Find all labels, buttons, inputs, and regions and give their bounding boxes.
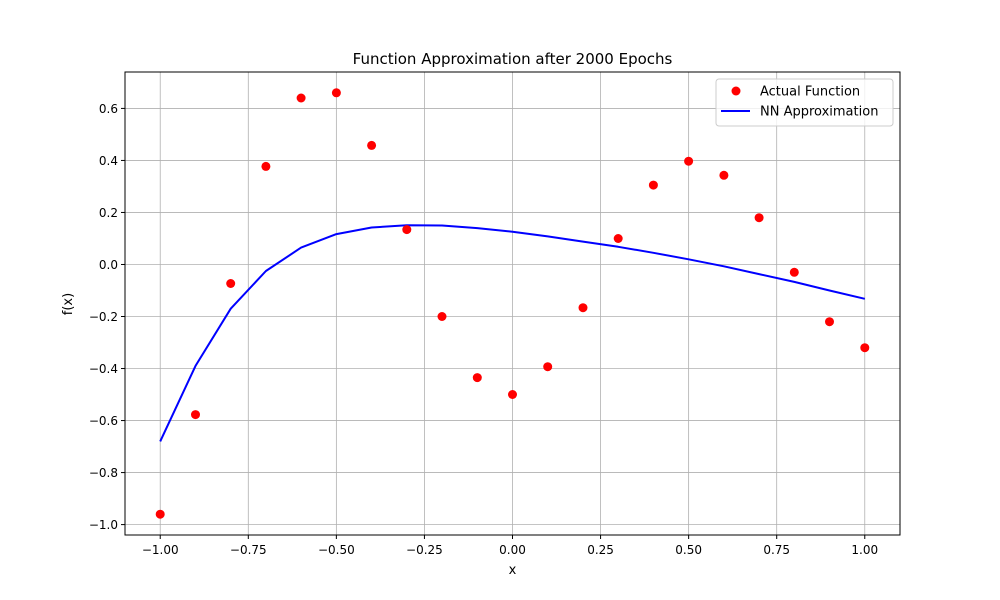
x-tick-label: −0.25 — [406, 543, 443, 557]
grid — [125, 72, 900, 535]
actual-function-point — [719, 170, 729, 180]
actual-function-point — [613, 234, 623, 243]
actual-function-point — [296, 93, 306, 103]
nn-approximation-line — [159, 224, 866, 442]
plot-data — [155, 88, 870, 519]
y-tick-label: −0.4 — [89, 362, 118, 376]
actual-function-point — [543, 362, 553, 372]
legend-label-actual: Actual Function — [760, 85, 860, 100]
actual-function-point — [155, 509, 165, 519]
legend-marker-actual — [731, 86, 741, 96]
actual-function-point — [754, 213, 764, 223]
actual-function-point — [367, 140, 377, 150]
actual-function-point — [578, 303, 588, 313]
legend-box — [715, 78, 894, 127]
actual-function-point — [648, 180, 658, 190]
actual-function-point — [508, 390, 517, 399]
chart-title: Function Approximation after 2000 Epochs — [353, 50, 673, 68]
x-tick-label: 0.50 — [675, 543, 702, 557]
actual-function-point — [437, 312, 447, 321]
actual-function-point — [402, 225, 412, 235]
y-tick-label: 0.0 — [99, 258, 118, 272]
legend: Actual Function NN Approximation — [715, 78, 894, 127]
x-tick-label: 0.00 — [499, 543, 526, 557]
x-tick-label: 0.25 — [587, 543, 614, 557]
y-tick-label: −0.8 — [89, 466, 118, 480]
x-tick-label: 1.00 — [851, 543, 878, 557]
actual-function-point — [191, 410, 200, 420]
y-axis-label: f(x) — [61, 293, 76, 315]
y-tick-label: −0.6 — [89, 414, 118, 428]
actual-function-point — [472, 373, 482, 383]
x-tick-label: −1.00 — [142, 543, 179, 557]
x-tick-label: −0.50 — [318, 543, 355, 557]
actual-function-point — [331, 88, 341, 98]
actual-function-point — [860, 343, 870, 353]
x-axis-label: x — [509, 563, 517, 578]
actual-function-point — [684, 156, 694, 166]
actual-function-point — [226, 279, 236, 288]
x-tick-label: −0.75 — [230, 543, 267, 557]
y-tick-label: −1.0 — [89, 518, 118, 532]
legend-label-nn: NN Approximation — [760, 105, 878, 120]
actual-function-point — [789, 267, 799, 277]
y-tick-label: −0.2 — [89, 310, 118, 324]
y-tick-label: 0.6 — [99, 102, 118, 116]
ticks: −1.00 −0.75 −0.50 −0.25 0.00 0.25 0.50 0.75 1.00… — [89, 102, 878, 557]
actual-function-point — [261, 161, 271, 171]
y-tick-label: 0.2 — [99, 206, 118, 220]
y-tick-label: 0.4 — [99, 154, 118, 168]
actual-function-point — [825, 317, 834, 327]
x-tick-label: 0.75 — [763, 543, 790, 557]
